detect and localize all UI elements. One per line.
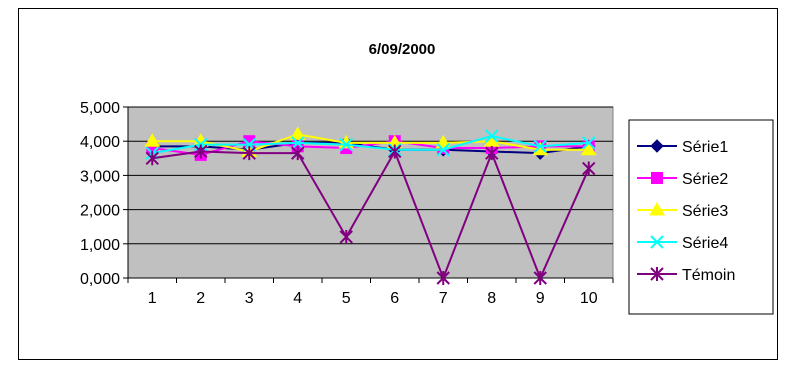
x-tick-label: 3 xyxy=(245,290,254,307)
data-point-series-5 xyxy=(436,271,450,285)
x-tick-label: 6 xyxy=(390,290,399,307)
legend-label: Série2 xyxy=(682,171,728,188)
data-point-series-5 xyxy=(242,146,256,161)
y-tick-label: 3,000 xyxy=(80,168,120,185)
data-point-series-3 xyxy=(580,141,597,156)
legend-marker xyxy=(650,267,664,281)
data-point-series-4 xyxy=(291,136,305,150)
data-point-series-3 xyxy=(144,133,161,147)
data-point-series-4 xyxy=(485,129,499,143)
chart-frame: 6/09/2000 0,000 1,000 2,000 3,000 4,000 5,000… xyxy=(18,8,778,360)
data-point-series-5 xyxy=(339,229,353,244)
y-tick-label: 5,000 xyxy=(80,100,120,117)
data-point-series-5 xyxy=(388,144,402,159)
y-tick-label: 1,000 xyxy=(80,237,120,254)
series-line-3 xyxy=(152,133,589,153)
legend-label: Série3 xyxy=(682,203,728,220)
legend: Série1 Série2 Série3 Série4 Témoin xyxy=(628,119,774,315)
data-point-series-5 xyxy=(145,151,159,166)
data-point-series-4 xyxy=(533,139,547,154)
x-tick-label: 4 xyxy=(293,290,302,307)
legend-label: Série1 xyxy=(682,139,728,156)
y-tick-label: 2,000 xyxy=(80,203,120,220)
data-point-series-4 xyxy=(436,143,450,157)
data-point-series-5 xyxy=(485,146,499,161)
legend-box xyxy=(628,119,774,315)
legend-label: Série4 xyxy=(682,235,728,252)
x-tick-label: 5 xyxy=(342,290,351,307)
chart-title: 6/09/2000 xyxy=(369,41,436,58)
legend-marker xyxy=(649,202,665,216)
legend-marker xyxy=(651,172,663,184)
x-tick-label: 2 xyxy=(196,290,205,307)
y-tick-label: 0,000 xyxy=(80,271,120,288)
chart-svg: 6/09/2000 0,000 1,000 2,000 3,000 4,000 5,000… xyxy=(80,41,774,315)
series-line-5 xyxy=(152,149,590,281)
x-tick-label: 1 xyxy=(148,290,157,307)
y-tick-label: 4,000 xyxy=(80,134,120,151)
x-tick-label: 9 xyxy=(536,290,545,307)
data-point-series-3 xyxy=(289,126,306,140)
data-point-series-5 xyxy=(582,161,596,176)
legend-marker xyxy=(650,139,664,153)
legend-label: Témoin xyxy=(682,267,735,284)
series-line-2 xyxy=(152,140,589,156)
x-tick-label: 8 xyxy=(487,290,496,307)
data-point-series-4 xyxy=(339,137,353,152)
data-point-series-5 xyxy=(194,144,208,159)
data-point-series-4 xyxy=(582,136,596,150)
plot-area: 0,000 1,000 2,000 3,000 4,000 5,000 1 2 3 4 5 6 7 8 9 1… xyxy=(80,100,614,307)
data-point-series-5 xyxy=(291,146,305,161)
data-point-series-5 xyxy=(533,271,547,285)
legend-marker xyxy=(650,235,664,249)
x-tick-label: 7 xyxy=(439,290,448,307)
series-line-4 xyxy=(152,135,589,155)
x-tick-label: 10 xyxy=(580,290,598,307)
